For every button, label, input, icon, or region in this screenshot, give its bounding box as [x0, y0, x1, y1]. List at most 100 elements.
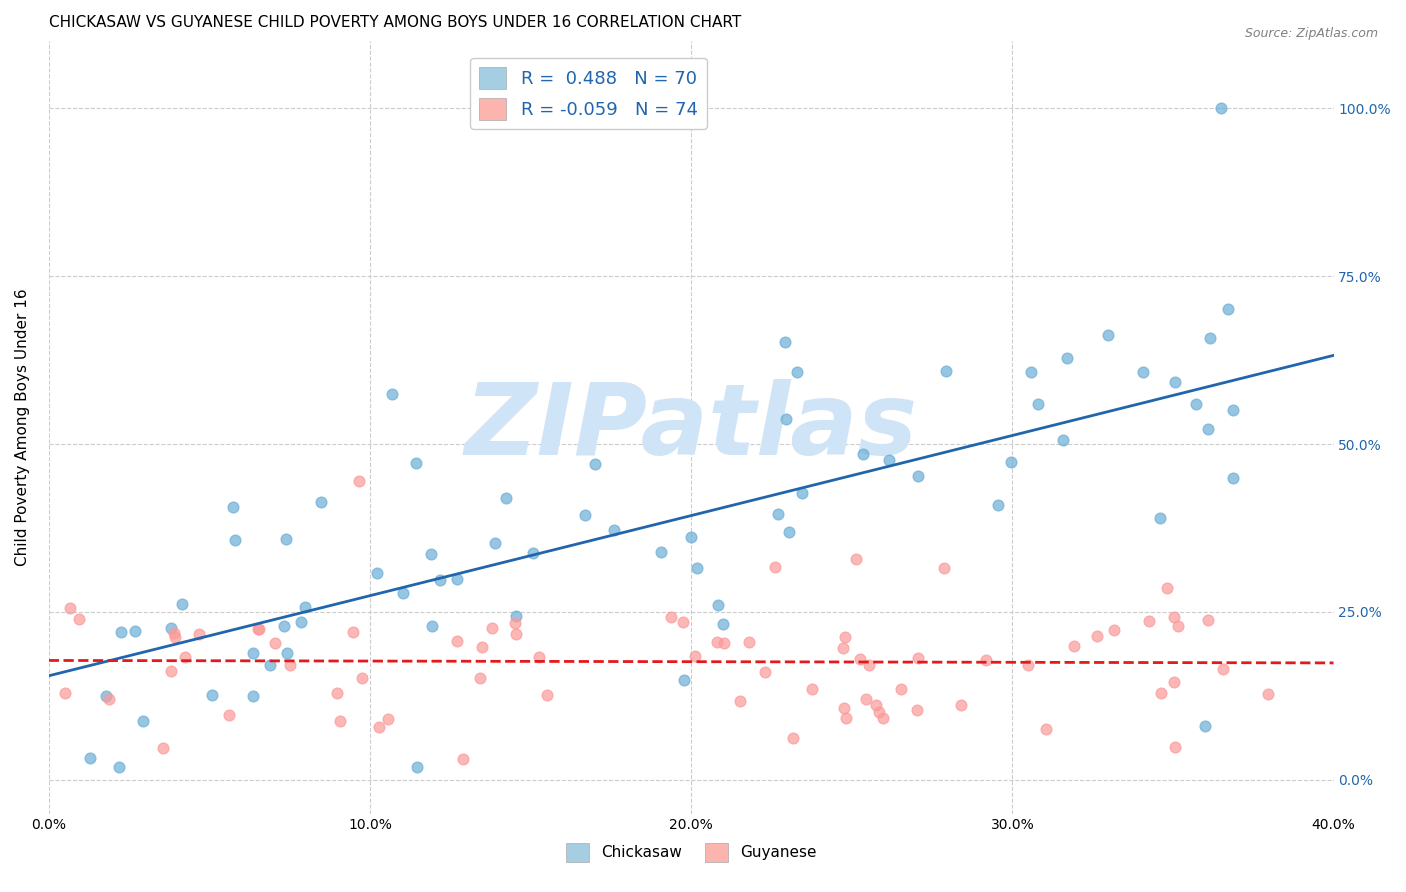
Point — [778, 524, 800, 539]
Point — [468, 671, 491, 685]
Point — [1222, 402, 1244, 417]
Point — [163, 630, 186, 644]
Point — [222, 500, 245, 514]
Point — [865, 698, 887, 712]
Point — [583, 457, 606, 471]
Text: ZIPatlas: ZIPatlas — [464, 379, 918, 475]
Point — [368, 720, 391, 734]
Point — [786, 365, 808, 379]
Point — [505, 609, 527, 624]
Point — [110, 625, 132, 640]
Point — [505, 616, 527, 631]
Point — [53, 686, 76, 700]
Point — [1164, 739, 1187, 754]
Point — [1209, 101, 1232, 115]
Point — [686, 561, 709, 575]
Point — [67, 612, 90, 626]
Point — [858, 658, 880, 673]
Point — [852, 447, 875, 461]
Point — [1216, 302, 1239, 317]
Point — [935, 364, 957, 378]
Point — [1156, 581, 1178, 595]
Point — [290, 615, 312, 629]
Point — [259, 658, 281, 673]
Point — [108, 759, 131, 773]
Point — [681, 530, 703, 544]
Point — [855, 691, 877, 706]
Point — [326, 686, 349, 700]
Point — [737, 635, 759, 649]
Point — [1163, 674, 1185, 689]
Point — [218, 707, 240, 722]
Point — [481, 621, 503, 635]
Point — [201, 688, 224, 702]
Point — [831, 641, 853, 656]
Point — [659, 610, 682, 624]
Point — [152, 741, 174, 756]
Point — [574, 508, 596, 523]
Point — [274, 532, 297, 546]
Point — [683, 648, 706, 663]
Point — [845, 551, 868, 566]
Point — [768, 507, 790, 521]
Point — [163, 626, 186, 640]
Point — [835, 711, 858, 725]
Point — [706, 634, 728, 648]
Point — [932, 560, 955, 574]
Point — [451, 751, 474, 765]
Point — [446, 572, 468, 586]
Legend: R =  0.488   N = 70, R = -0.059   N = 74: R = 0.488 N = 70, R = -0.059 N = 74 — [470, 58, 707, 128]
Point — [711, 617, 734, 632]
Point — [405, 759, 427, 773]
Point — [782, 731, 804, 745]
Point — [650, 545, 672, 559]
Point — [801, 682, 824, 697]
Point — [505, 627, 527, 641]
Point — [672, 615, 695, 630]
Point — [377, 712, 399, 726]
Point — [1185, 397, 1208, 411]
Point — [273, 619, 295, 633]
Point — [1056, 351, 1078, 365]
Point — [1097, 327, 1119, 342]
Text: CHICKASAW VS GUYANESE CHILD POVERTY AMONG BOYS UNDER 16 CORRELATION CHART: CHICKASAW VS GUYANESE CHILD POVERTY AMON… — [49, 15, 741, 30]
Point — [160, 621, 183, 635]
Point — [1197, 613, 1219, 627]
Point — [172, 597, 194, 611]
Point — [1102, 623, 1125, 637]
Point — [849, 652, 872, 666]
Point — [868, 705, 890, 719]
Point — [247, 622, 270, 636]
Point — [309, 494, 332, 508]
Point — [392, 586, 415, 600]
Point — [96, 690, 118, 704]
Point — [1019, 365, 1042, 379]
Point — [366, 566, 388, 580]
Point — [420, 547, 443, 561]
Point — [1052, 433, 1074, 447]
Point — [159, 664, 181, 678]
Point — [527, 649, 550, 664]
Point — [522, 546, 544, 560]
Point — [405, 456, 427, 470]
Point — [707, 599, 730, 613]
Point — [730, 693, 752, 707]
Point — [1222, 471, 1244, 485]
Point — [420, 619, 443, 633]
Point — [242, 646, 264, 660]
Point — [1163, 610, 1185, 624]
Point — [342, 625, 364, 640]
Point — [1167, 619, 1189, 633]
Point — [79, 751, 101, 765]
Point — [1063, 639, 1085, 653]
Point — [713, 636, 735, 650]
Point — [429, 574, 451, 588]
Point — [1028, 397, 1050, 411]
Point — [1017, 658, 1039, 673]
Point — [173, 650, 195, 665]
Point — [347, 474, 370, 488]
Point — [877, 453, 900, 467]
Point — [278, 657, 301, 672]
Point — [247, 622, 270, 636]
Point — [329, 714, 352, 728]
